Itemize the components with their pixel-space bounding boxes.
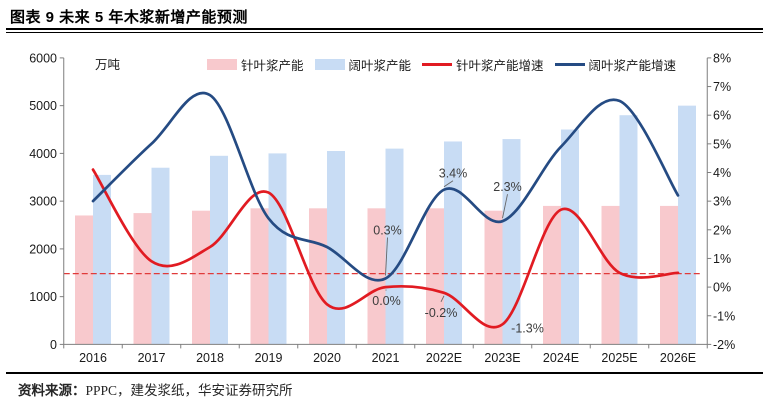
chart-legend: 针叶浆产能 阔叶浆产能 针叶浆产能增速 阔叶浆产能增速 [207,55,676,74]
legend-label-softwood-growth: 针叶浆产能增速 [456,59,544,73]
x-axis-label-2022E: 2022E [426,351,462,365]
x-axis-label-2016: 2016 [79,351,107,365]
bar-hardwood-capacity-2021 [385,148,404,345]
bar-hardwood-capacity-2016 [93,174,111,345]
bar-series-softwood-capacity [75,205,678,345]
data-label-0.0%: 0.0% [372,294,401,308]
legend-line-marker-hardwood-growth [554,63,585,66]
right-axis-label: 7% [713,80,731,94]
line-softwood-growth [91,168,680,329]
left-axis-label: 4000 [29,147,57,161]
right-axis-label: 4% [713,166,731,180]
bar-softwood-capacity-2022E [426,208,444,345]
x-axis-label-2025E: 2025E [601,351,637,365]
data-label-leader [385,237,388,276]
legend-item-hardwood-capacity: 阔叶浆产能 [314,55,412,74]
data-label-leader [443,180,454,188]
bar-softwood-capacity-2025E [601,205,620,345]
legend-label-hardwood-growth: 阔叶浆产能增速 [588,59,677,73]
left-axis-labels: 0 1000 2000 3000 4000 5000 6000 [29,51,57,352]
legend-item-softwood-capacity: 针叶浆产能 [207,55,304,74]
legend-item-softwood-growth: 针叶浆产能增速 [422,55,544,74]
right-axis-label: -2% [713,338,735,352]
bar-hardwood-capacity-2017 [151,167,170,345]
right-axis-label: -1% [713,309,735,323]
bar-softwood-capacity-2024E [543,205,561,345]
x-axis-label-2023E: 2023E [484,351,520,365]
x-axis-labels: 2016 2017 2018 2019 2020 2021 2022E 2023E 2024E 2… [79,351,696,365]
source-text: PPPC，建发浆纸，华安证券研究所 [85,383,293,398]
bar-softwood-capacity-2018 [192,210,210,345]
bar-hardwood-capacity-2024E [561,129,579,345]
figure-title: 图表 9 未来 5 年木浆新增产能预测 [10,9,248,26]
legend-box-marker-hardwood-capacity [314,59,345,70]
bar-softwood-capacity-2016 [75,215,93,345]
bar-softwood-capacity-2020 [309,208,327,345]
bar-softwood-capacity-2017 [133,213,152,345]
bar-hardwood-capacity-2020 [327,151,345,345]
bar-hardwood-capacity-2025E [619,115,638,345]
left-axis-label: 2000 [29,242,57,256]
bar-hardwood-capacity-2023E [502,139,521,345]
bar-softwood-capacity-2021 [367,208,386,345]
x-axis-label-2020: 2020 [313,351,341,365]
source-rule [6,372,763,374]
x-axis-label-2021: 2021 [372,351,400,365]
bar-softwood-capacity-2019 [250,208,269,345]
right-axis-label: 1% [713,252,731,266]
right-axis-label: 2% [713,223,731,237]
right-axis-label: 6% [713,109,731,123]
data-labels: 0.3% 0.0% 3.4% -0.2% 2.3% -1.3% [372,167,544,336]
left-axis-label: 5000 [29,99,57,113]
x-axis-label-2017: 2017 [138,351,166,365]
right-axis-label: 3% [713,195,731,209]
unit-label: 万吨 [95,58,121,72]
legend-item-hardwood-growth: 阔叶浆产能增速 [554,55,677,74]
source-label: 资料来源： [18,383,86,398]
bar-series-hardwood-capacity [93,105,696,345]
bar-hardwood-capacity-2018 [210,155,228,345]
x-axis-label-2026E: 2026E [660,351,696,365]
right-axis-label: 0% [713,281,731,295]
data-label-leader [440,295,445,303]
x-axis-label-2024E: 2024E [543,351,579,365]
left-axis-label: 0 [50,338,57,352]
bar-softwood-capacity-2023E [484,210,503,345]
legend-box-marker-softwood-capacity [207,59,237,70]
axes [59,57,712,349]
left-axis-label: 6000 [29,51,57,65]
legend-label-softwood-capacity: 针叶浆产能 [241,59,304,73]
bar-hardwood-capacity-2026E [678,105,696,345]
legend-label-hardwood-capacity: 阔叶浆产能 [348,59,412,73]
right-axis-label: 5% [713,137,731,151]
data-label-2.3%: 2.3% [493,180,522,194]
data-label-leader [502,194,508,219]
data-label--1.3%: -1.3% [511,321,544,335]
title-rule-thick [6,28,763,31]
data-label--0.2%: -0.2% [425,306,458,320]
source-line: 资料来源：PPPC，建发浆纸，华安证券研究所 [18,379,293,399]
x-axis-label-2018: 2018 [196,351,224,365]
data-label-0.3%: 0.3% [373,224,402,238]
title-rule-thin [6,31,763,33]
left-axis-label: 3000 [29,195,57,209]
bar-hardwood-capacity-2019 [268,153,287,345]
line-hardwood-growth [91,91,680,282]
x-axis-label-2019: 2019 [255,351,283,365]
data-label-3.4%: 3.4% [439,167,468,181]
left-axis-label: 1000 [29,290,57,304]
right-axis-label: 8% [713,51,731,65]
legend-line-marker-softwood-growth [422,63,453,66]
right-axis-labels: -2% -1% 0% 1% 2% 3% 4% 5% 6% 7% 8% [713,51,735,352]
